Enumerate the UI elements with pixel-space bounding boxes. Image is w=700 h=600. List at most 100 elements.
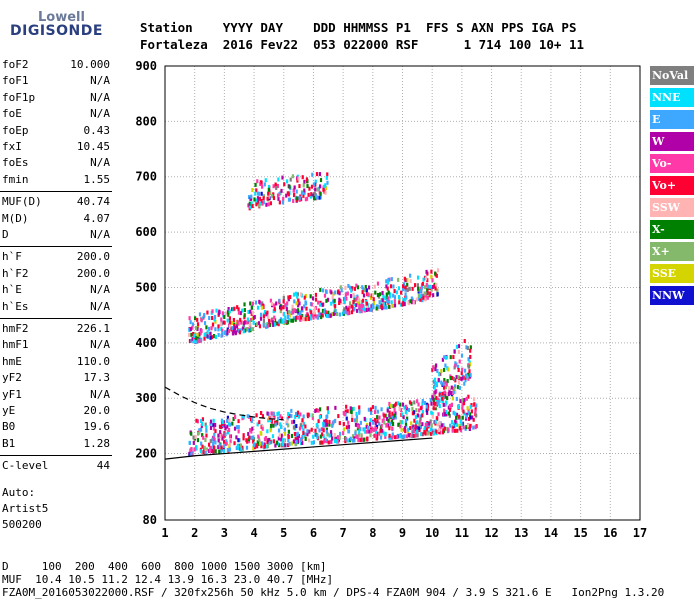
echo-point [404,292,407,297]
echo-point [228,447,232,452]
echo-point [259,441,262,446]
echo-point [438,421,441,426]
echo-point [379,435,383,440]
echo-point [246,439,249,444]
echo-point [445,382,448,387]
echo-point [303,190,306,195]
echo-point [358,409,361,414]
header-columns: Station YYYY DAY DDD HHMMSS P1 FFS S AXN… [140,20,577,35]
echo-point [212,423,215,428]
echo-point [407,433,411,438]
echo-point [330,432,333,437]
echo-point [339,285,342,290]
echo-point [287,414,291,419]
echo-point [271,434,275,439]
param-name: foF2 [2,58,29,71]
echo-point [386,286,389,291]
echo-point [420,285,424,290]
echo-point [220,424,224,429]
echo-point [220,317,223,322]
echo-point [441,391,444,396]
echo-point [292,310,295,315]
echo-point [249,309,252,314]
echo-point [226,419,229,424]
echo-point [271,320,274,325]
echo-point [380,423,383,428]
echo-point [439,430,442,435]
echo-point [273,318,277,323]
echo-point [359,420,363,425]
echo-point [434,401,437,406]
echo-point [429,431,432,436]
echo-point [323,439,326,444]
echo-point [465,345,468,350]
echo-point [251,426,254,431]
echo-point [299,310,302,315]
echo-point [287,197,291,202]
echo-point [461,367,464,372]
param-value: N/A [90,228,110,241]
echo-point [348,301,352,306]
echo-point [319,287,322,292]
echo-point [325,422,329,427]
echo-point [431,395,434,400]
echo-point [416,283,420,288]
echo-point [290,420,294,425]
echo-point [303,432,307,437]
echo-point [210,445,213,450]
echo-point [267,184,271,189]
echo-point [326,297,330,302]
echo-point [257,434,260,439]
echo-point [251,416,254,421]
echo-point [423,426,427,431]
echo-point [357,432,360,437]
echo-point [267,194,270,199]
echo-point [188,441,191,446]
echo-point [392,293,395,298]
echo-point [306,184,309,189]
echo-point [286,314,290,319]
echo-point [263,444,266,449]
x-tick-label: 5 [280,526,287,540]
echo-point [336,435,340,440]
echo-point [376,409,379,414]
echo-point [191,325,194,330]
echo-point [314,179,317,184]
echo-point [407,407,411,412]
echo-point [414,433,417,438]
echo-point [349,294,353,299]
param-name: foEs [2,156,29,170]
echo-point [311,413,314,418]
echo-point [438,430,441,435]
echo-point [350,310,354,315]
echo-point [471,415,474,420]
echo-point [278,200,281,205]
echo-point [296,410,300,415]
echo-point [333,306,337,311]
echo-point [193,447,196,452]
echo-point [188,316,191,321]
echo-point [325,290,328,295]
param-value: N/A [90,156,110,170]
echo-point [454,428,457,433]
echo-point [251,327,254,332]
echo-point [314,187,317,192]
echo-point [227,312,230,317]
x-tick-label: 1 [161,526,168,540]
echo-point [410,296,413,301]
echo-point [195,418,198,423]
echo-point [280,433,283,438]
echo-point [266,310,269,315]
echo-point [433,377,437,382]
echo-point [364,429,367,434]
echo-point [313,310,316,315]
echo-point [217,445,220,450]
echo-point [416,433,419,438]
echo-point [396,401,400,406]
echo-point [274,422,277,427]
echo-point [398,300,401,305]
echo-point [421,401,424,406]
echo-point [308,186,311,191]
echo-point [323,419,326,424]
echo-point [445,355,448,360]
